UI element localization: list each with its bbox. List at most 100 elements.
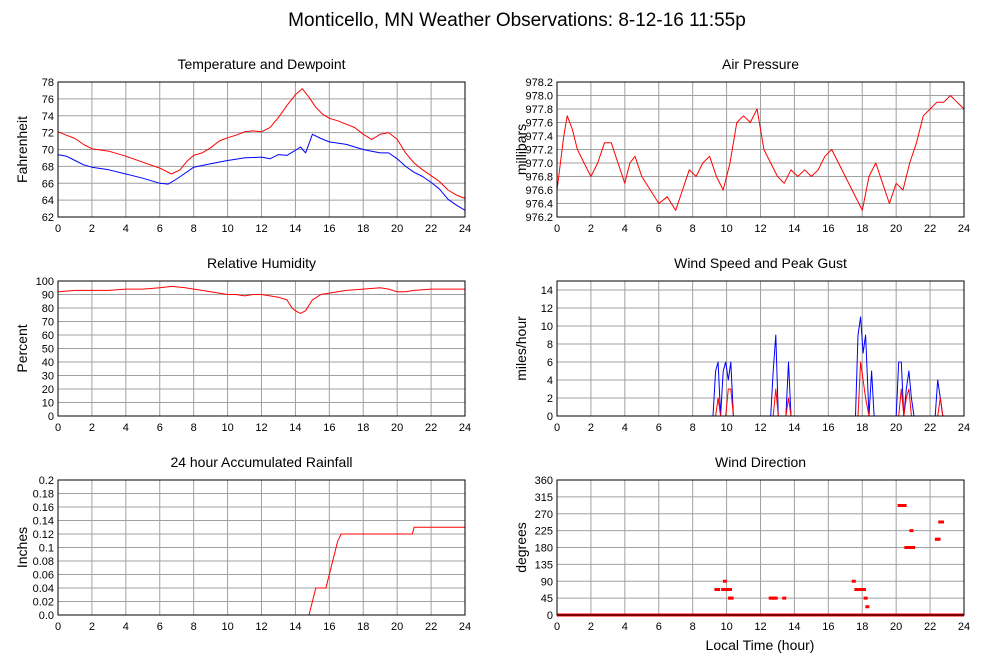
x-tick-label: 12 — [754, 422, 766, 434]
y-tick-label: 30 — [42, 371, 54, 383]
x-tick-label: 6 — [157, 621, 163, 633]
x-tick-label: 4 — [123, 422, 129, 434]
x-tick-label: 20 — [890, 621, 902, 633]
y-tick-label: 978.2 — [525, 77, 553, 89]
x-tick-label: 16 — [323, 422, 335, 434]
y-axis-label: millibars — [513, 124, 529, 175]
data-point — [865, 605, 870, 609]
series-line-1 — [556, 95, 965, 211]
x-tick-label: 12 — [754, 621, 766, 633]
x-tick-label: 14 — [788, 621, 800, 633]
y-tick-label: 10 — [541, 321, 553, 333]
y-tick-label: 8 — [547, 339, 553, 351]
y-tick-label: 60 — [42, 330, 54, 342]
y-tick-label: 0.14 — [33, 516, 54, 528]
x-tick-label: 0 — [554, 621, 560, 633]
plot-frame — [556, 280, 965, 417]
chart-title: 24 hour Accumulated Rainfall — [170, 454, 352, 470]
x-tick-label: 2 — [89, 223, 95, 235]
x-tick-label: 18 — [856, 223, 868, 235]
y-tick-label: 80 — [42, 303, 54, 315]
y-axis-label: Fahrenheit — [14, 116, 30, 183]
x-tick-label: 24 — [459, 621, 471, 633]
x-tick-label: 18 — [357, 422, 369, 434]
x-tick-label: 6 — [656, 422, 662, 434]
x-tick-label: 8 — [690, 223, 696, 235]
y-tick-label: 66 — [42, 178, 54, 190]
data-point — [729, 596, 734, 600]
x-tick-label: 22 — [425, 223, 437, 235]
data-point — [861, 588, 866, 591]
x-tick-label: 22 — [425, 621, 437, 633]
x-tick-label: 8 — [690, 621, 696, 633]
x-tick-label: 8 — [191, 223, 197, 235]
y-axis-label: miles/hour — [513, 316, 529, 381]
x-tick-label: 8 — [191, 422, 197, 434]
y-tick-label: 12 — [541, 303, 553, 315]
x-tick-label: 0 — [554, 223, 560, 235]
x-tick-label: 20 — [391, 621, 403, 633]
plot-frame — [57, 280, 466, 417]
y-tick-label: 978.0 — [525, 91, 553, 103]
y-tick-label: 40 — [42, 357, 54, 369]
x-tick-label: 0 — [55, 621, 61, 633]
y-tick-label: 270 — [535, 509, 553, 521]
y-tick-label: 976.4 — [525, 199, 553, 211]
x-tick-label: 2 — [89, 621, 95, 633]
x-tick-label: 20 — [890, 223, 902, 235]
x-tick-label: 18 — [856, 422, 868, 434]
y-tick-label: 14 — [541, 285, 553, 297]
y-tick-label: 100 — [36, 276, 54, 288]
series-line-1 — [58, 526, 465, 616]
y-tick-label: 315 — [535, 492, 553, 504]
data-point — [911, 546, 916, 549]
data-point — [722, 579, 727, 583]
chart-title: Wind Speed and Peak Gust — [674, 255, 847, 271]
y-tick-label: 72 — [42, 128, 54, 140]
x-tick-label: 12 — [255, 223, 267, 235]
x-tick-label: 8 — [690, 422, 696, 434]
x-tick-label: 22 — [425, 422, 437, 434]
y-tick-label: 90 — [42, 290, 54, 302]
x-tick-label: 20 — [391, 422, 403, 434]
x-tick-label: 4 — [622, 621, 628, 633]
plot-frame — [57, 479, 466, 616]
x-tick-label: 10 — [720, 223, 732, 235]
chart-title: Wind Direction — [715, 454, 806, 470]
x-tick-label: 18 — [856, 621, 868, 633]
y-tick-label: 0.12 — [33, 529, 54, 541]
y-tick-label: 70 — [42, 317, 54, 329]
data-point — [939, 520, 944, 524]
x-tick-label: 12 — [754, 223, 766, 235]
x-tick-label: 6 — [157, 223, 163, 235]
x-tick-label: 10 — [720, 621, 732, 633]
y-tick-label: 10 — [42, 398, 54, 410]
series-line-1 — [57, 88, 466, 199]
y-tick-label: 977.0 — [525, 158, 553, 170]
y-tick-label: 0.16 — [33, 502, 54, 514]
x-tick-label: 22 — [924, 422, 936, 434]
x-tick-label: 0 — [55, 422, 61, 434]
x-tick-label: 16 — [323, 223, 335, 235]
x-tick-label: 16 — [323, 621, 335, 633]
y-tick-label: 74 — [42, 111, 54, 123]
x-tick-label: 24 — [459, 422, 471, 434]
y-tick-label: 0.2 — [39, 475, 54, 487]
y-tick-label: 0.08 — [33, 556, 54, 568]
x-tick-label: 22 — [924, 223, 936, 235]
data-point — [782, 596, 787, 600]
y-tick-label: 76 — [42, 94, 54, 106]
y-tick-label: 0 — [48, 411, 54, 423]
y-axis-label: Inches — [14, 527, 30, 568]
x-tick-label: 24 — [958, 422, 970, 434]
x-tick-label: 24 — [958, 621, 970, 633]
y-tick-label: 0.04 — [33, 583, 54, 595]
y-tick-label: 180 — [535, 543, 553, 555]
x-tick-label: 8 — [191, 621, 197, 633]
x-tick-label: 10 — [221, 621, 233, 633]
